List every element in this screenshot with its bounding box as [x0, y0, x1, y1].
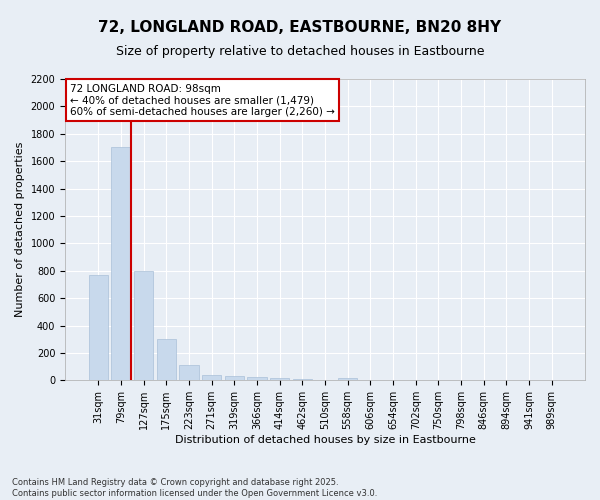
- Bar: [89, 275, 108, 380]
- Bar: [338, 378, 358, 380]
- Text: Size of property relative to detached houses in Eastbourne: Size of property relative to detached ho…: [116, 45, 484, 58]
- Bar: [112, 148, 131, 380]
- Y-axis label: Number of detached properties: Number of detached properties: [15, 142, 25, 318]
- Text: 72 LONGLAND ROAD: 98sqm
← 40% of detached houses are smaller (1,479)
60% of semi: 72 LONGLAND ROAD: 98sqm ← 40% of detache…: [70, 84, 335, 116]
- Bar: [270, 378, 289, 380]
- Bar: [247, 376, 266, 380]
- Bar: [293, 378, 312, 380]
- Text: Contains HM Land Registry data © Crown copyright and database right 2025.
Contai: Contains HM Land Registry data © Crown c…: [12, 478, 377, 498]
- Text: 72, LONGLAND ROAD, EASTBOURNE, BN20 8HY: 72, LONGLAND ROAD, EASTBOURNE, BN20 8HY: [98, 20, 502, 35]
- Bar: [157, 340, 176, 380]
- Bar: [134, 271, 153, 380]
- X-axis label: Distribution of detached houses by size in Eastbourne: Distribution of detached houses by size …: [175, 435, 475, 445]
- Bar: [179, 364, 199, 380]
- Bar: [224, 376, 244, 380]
- Bar: [202, 374, 221, 380]
